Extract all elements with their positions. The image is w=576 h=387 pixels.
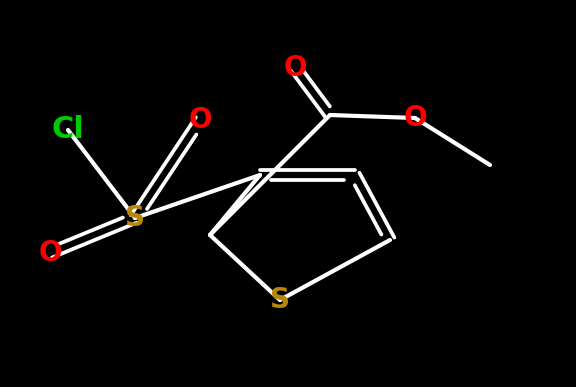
Text: O: O — [283, 54, 307, 82]
Text: O: O — [403, 104, 427, 132]
Text: S: S — [125, 204, 145, 232]
Text: Cl: Cl — [52, 115, 85, 144]
Text: O: O — [38, 239, 62, 267]
Text: O: O — [188, 106, 212, 134]
Text: S: S — [270, 286, 290, 314]
